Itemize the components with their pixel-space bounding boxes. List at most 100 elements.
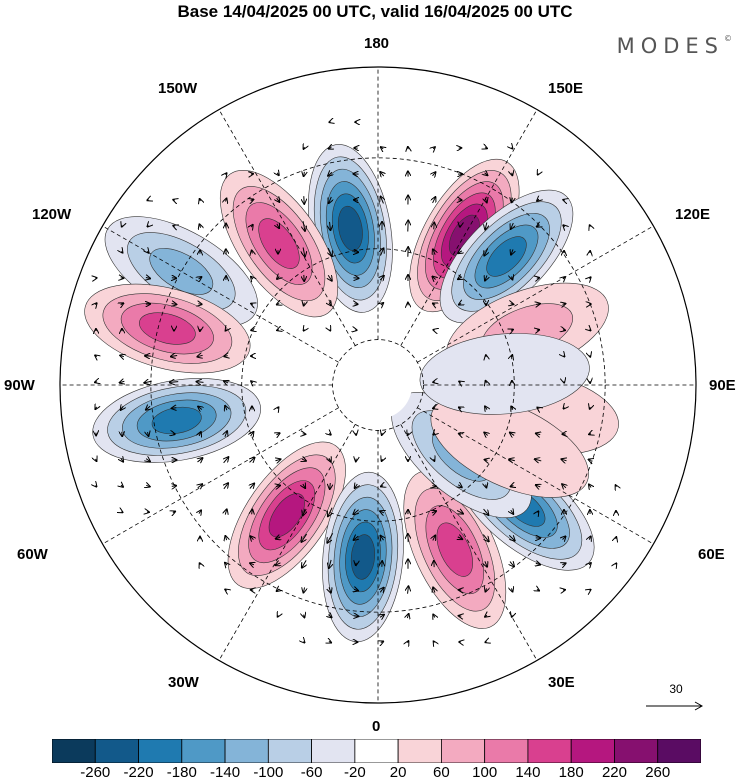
wind-arrow [330, 329, 331, 330]
meridian [218, 424, 356, 661]
wind-arrow [276, 563, 281, 565]
wind-arrow [144, 381, 152, 383]
wind-arrow [433, 615, 435, 618]
wind-arrow [589, 563, 591, 565]
wind-arrow [251, 381, 253, 383]
wind-arrow [380, 248, 383, 256]
wind-arrow [197, 355, 202, 356]
meridian [417, 407, 654, 545]
wind-arrow [459, 407, 461, 408]
wind-arrow [590, 225, 591, 226]
wind-arrow [329, 196, 332, 203]
wind-arrow [485, 561, 487, 566]
wind-arrow [511, 304, 514, 305]
wind-arrow [172, 304, 177, 305]
wind-arrow [433, 303, 435, 304]
wind-arrow [121, 406, 124, 410]
wind-arrow [277, 330, 279, 331]
wind-arrow [380, 511, 384, 513]
wind-arrow [353, 510, 358, 514]
wind-arrow [147, 225, 148, 226]
wind-arrow [484, 508, 489, 515]
wind-arrow [120, 381, 125, 382]
wind-arrow [328, 507, 332, 517]
lon-label-30w: 30W [168, 674, 199, 691]
wind-arrow [226, 199, 227, 202]
wind-arrow [433, 408, 435, 409]
wind-arrow [589, 277, 590, 278]
wind-arrow [459, 303, 461, 304]
wind-arrow [434, 641, 435, 642]
wind-arrow [537, 408, 538, 409]
wind-arrow [485, 406, 487, 409]
colorbar [52, 739, 701, 763]
wind-arrow [509, 459, 515, 461]
wind-arrow [329, 458, 331, 461]
wind-arrow [198, 458, 203, 462]
wind-arrow [276, 486, 280, 487]
colorbar-swatch [527, 739, 572, 763]
wind-arrow [122, 251, 123, 252]
lon-label-150w: 150W [158, 80, 198, 97]
wind-arrow [380, 615, 384, 618]
wind-arrow [173, 200, 175, 201]
colorbar-tick-label: 220 [601, 764, 627, 781]
wind-arrow [200, 199, 201, 201]
wind-arrow [589, 484, 591, 487]
wind-arrow [589, 590, 590, 591]
wind-arrow [563, 225, 564, 226]
lon-label-0: 0 [372, 718, 381, 735]
wind-arrow [328, 172, 332, 175]
wind-arrow [616, 537, 617, 539]
wind-arrow [562, 484, 566, 488]
colorbar-tick-label: 260 [645, 764, 671, 781]
brand-logo: MODES© [617, 34, 732, 58]
wind-arrow [456, 510, 463, 513]
wind-arrow [564, 407, 565, 408]
colorbar-swatch [397, 739, 442, 763]
wind-arrow [277, 303, 279, 304]
wind-arrow [198, 407, 202, 410]
wind-arrow [408, 586, 409, 594]
wind-arrow [96, 459, 97, 461]
lon-label-60e: 60E [698, 546, 725, 563]
wind-arrow [538, 173, 539, 174]
wind-arrow [172, 486, 176, 487]
wind-arrow [485, 198, 487, 203]
wind-arrow [562, 563, 565, 564]
wind-arrow [252, 510, 253, 515]
wind-arrow [170, 382, 179, 383]
wind-arrow [225, 563, 227, 565]
colorbar-swatch [440, 739, 486, 763]
wind-arrow [536, 433, 540, 434]
wind-arrow [511, 330, 513, 331]
wind-arrow [147, 200, 148, 201]
wind-arrow [301, 533, 308, 542]
wind-arrow [199, 277, 202, 279]
wind-arrow [329, 587, 331, 592]
wind-arrow [198, 304, 201, 305]
wind-arrow [433, 249, 435, 254]
wind-arrow [303, 508, 305, 515]
wind-arrow [251, 225, 253, 227]
colorbar-swatch [311, 739, 356, 763]
wind-arrow [485, 222, 487, 230]
lon-label-150e: 150E [548, 80, 584, 97]
wind-arrow [407, 614, 408, 618]
wind-arrow [120, 355, 124, 356]
meridian [417, 225, 654, 363]
wind-arrow [433, 147, 435, 149]
wind-arrow [303, 247, 305, 257]
wind-arrow [382, 459, 383, 461]
wind-arrow [589, 459, 592, 460]
wind-arrow [147, 251, 148, 252]
wind-arrow [485, 148, 487, 149]
anomaly-contour [350, 534, 376, 580]
wind-arrow [590, 407, 591, 409]
wind-arrow [381, 303, 383, 305]
chart-title: Base 14/04/2025 00 UTC, valid 16/04/2025… [177, 2, 573, 21]
wind-arrow [380, 172, 384, 176]
colorbar-tick-label: -100 [253, 764, 284, 781]
wind-arrow [146, 459, 150, 462]
